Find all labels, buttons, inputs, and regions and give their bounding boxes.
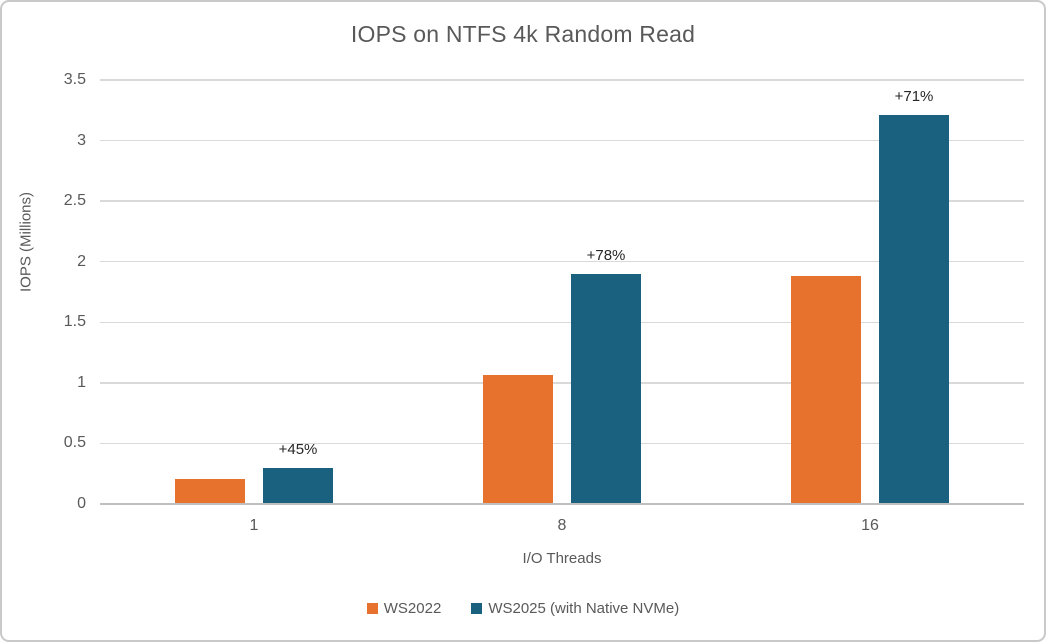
gridline bbox=[100, 200, 1024, 202]
legend-swatch-icon bbox=[366, 603, 378, 614]
legend-label: WS2022 bbox=[383, 600, 442, 617]
y-tick-label: 2 bbox=[77, 252, 86, 270]
x-axis-line bbox=[100, 503, 1024, 505]
bar-ws2025-cat-16 bbox=[879, 115, 949, 503]
gridline bbox=[100, 442, 1024, 445]
legend-item: WS2022 bbox=[366, 600, 442, 617]
legend-label: WS2025 (with Native NVMe) bbox=[488, 600, 680, 617]
y-tick-label: 2.5 bbox=[63, 192, 86, 210]
x-axis-title: I/O Threads bbox=[522, 550, 602, 567]
data-label: +45% bbox=[278, 440, 318, 458]
bar-ws2022-cat-16 bbox=[791, 276, 861, 503]
bar-ws2022-cat-1 bbox=[175, 478, 245, 503]
y-axis-ticks: 0 0.5 1 1.5 2 2.5 3 3.5 bbox=[2, 71, 86, 512]
legend-swatch-icon bbox=[471, 603, 483, 614]
x-tick-label: 1 bbox=[249, 517, 259, 534]
y-tick-label: 1.5 bbox=[63, 313, 86, 331]
data-label: +71% bbox=[894, 88, 934, 106]
gridline bbox=[100, 139, 1024, 142]
y-tick-label: 0.5 bbox=[63, 434, 86, 452]
bar-ws2025-cat-8 bbox=[571, 274, 641, 503]
x-tick-label: 16 bbox=[861, 517, 879, 534]
legend: WS2022 WS2025 (with Native NVMe) bbox=[2, 600, 1044, 617]
data-label: +78% bbox=[586, 247, 626, 265]
gridline bbox=[100, 79, 1024, 81]
x-tick-label: 8 bbox=[557, 517, 567, 534]
gridline bbox=[100, 321, 1024, 324]
y-tick-label: 0 bbox=[77, 495, 86, 512]
y-tick-label: 3 bbox=[77, 131, 86, 149]
y-tick-label: 3.5 bbox=[63, 71, 86, 88]
plot-area: +45% +78% +71% bbox=[100, 79, 1024, 505]
bar-ws2022-cat-8 bbox=[483, 374, 553, 503]
gridline bbox=[100, 382, 1024, 384]
chart-title: IOPS on NTFS 4k Random Read bbox=[350, 21, 696, 47]
gridline bbox=[100, 260, 1024, 263]
legend-item: WS2025 (with Native NVMe) bbox=[471, 600, 679, 617]
x-axis-ticks: 1 8 16 bbox=[100, 517, 1024, 537]
y-tick-label: 1 bbox=[77, 373, 86, 391]
bar-ws2025-cat-1 bbox=[263, 467, 333, 503]
